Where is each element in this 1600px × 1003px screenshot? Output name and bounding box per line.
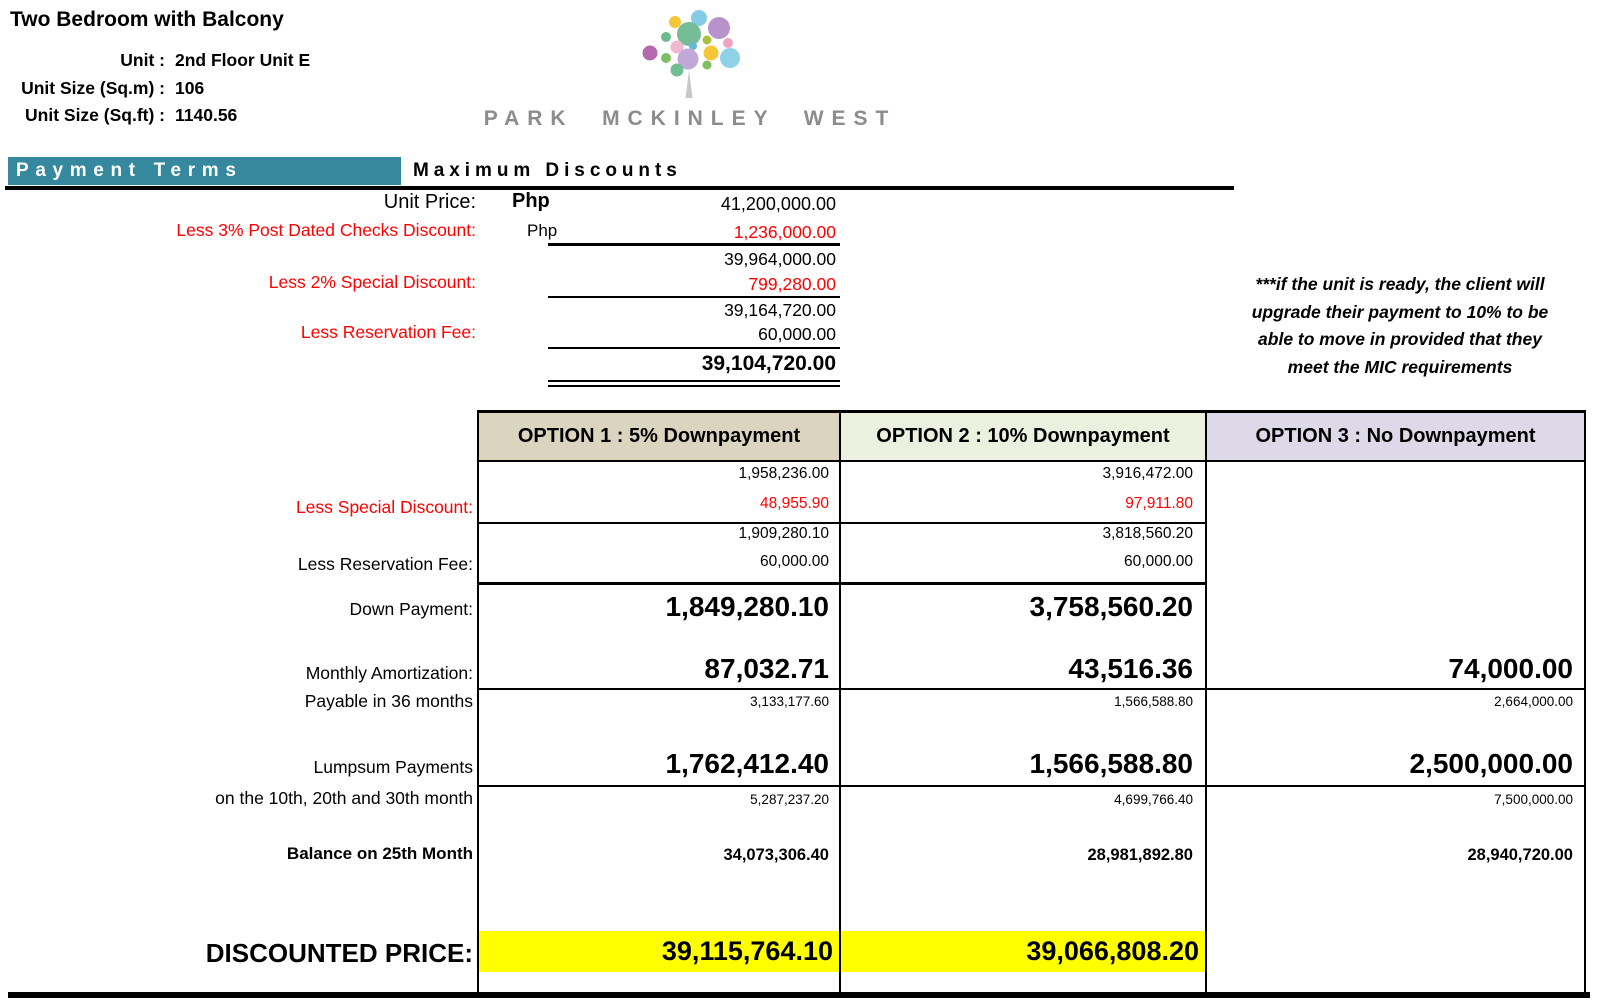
reservation-fee-value: 60,000.00 <box>758 324 836 344</box>
option1-reservation: 60,000.00 <box>760 553 829 570</box>
table-border-horizontal <box>477 582 1207 585</box>
option2-down-payment: 3,758,560.20 <box>1029 591 1194 622</box>
option1-lumpsum: 1,762,412.40 <box>665 748 830 779</box>
unit-size-sqft-value: 1140.56 <box>175 105 238 125</box>
lumpsum-row-label: Lumpsum Payments <box>313 757 473 777</box>
option2-lumpsum: 1,566,588.80 <box>1029 748 1194 779</box>
logo: PARK MCKINLEY WEST <box>450 10 930 131</box>
after-special-value: 39,164,720.00 <box>724 300 836 320</box>
note-line: upgrade their payment to 10% to be <box>1251 301 1549 322</box>
table-border-vertical <box>839 410 841 994</box>
option1-lumpsum-total: 5,287,237.20 <box>750 792 829 807</box>
reservation-fee-label: Less Reservation Fee: <box>300 322 476 342</box>
down-payment-row-label: Down Payment: <box>349 599 473 619</box>
logo-text: PARK MCKINLEY WEST <box>483 107 897 130</box>
after-pdc-value: 39,964,000.00 <box>724 249 836 269</box>
option3-payable-total: 2,664,000.00 <box>1494 694 1573 709</box>
currency-php-bold: Php <box>512 190 550 212</box>
option1-monthly: 87,032.71 <box>704 653 829 684</box>
special-discount-label: Less 2% Special Discount: <box>268 272 476 292</box>
unit-label: Unit : <box>120 50 165 70</box>
table-border-vertical <box>1584 410 1586 994</box>
table-border-horizontal <box>477 785 1586 787</box>
reservation-fee-row-label: Less Reservation Fee: <box>297 554 473 574</box>
subtotal-rule <box>548 296 840 298</box>
lumpsum-months-row-label: on the 10th, 20th and 30th month <box>215 788 473 808</box>
option1-header: OPTION 1 : 5% Downpayment <box>479 413 839 460</box>
subtotal-rule <box>548 347 840 349</box>
option1-discounted-price: 39,115,764.10 <box>479 931 839 972</box>
unit-size-sqm-value: 106 <box>175 78 205 98</box>
option1-down-payment: 1,849,280.10 <box>665 591 830 622</box>
payment-terms-bar: Payment Terms <box>8 157 401 185</box>
option2-discounted-price: 39,066,808.20 <box>841 931 1205 972</box>
balance-row-label: Balance on 25th Month <box>286 844 473 863</box>
unit-price-label: Unit Price: <box>383 191 476 213</box>
option2-balance: 28,981,892.80 <box>1087 846 1193 864</box>
option1-payable-total: 3,133,177.60 <box>750 694 829 709</box>
logo-tree-icon <box>642 10 740 98</box>
monthly-amortization-row-label: Monthly Amortization: <box>305 663 473 683</box>
header-divider <box>5 186 1234 190</box>
special-discount-value: 799,280.00 <box>748 274 836 294</box>
option1-special-discount: 48,955.90 <box>760 495 829 512</box>
table-border-horizontal <box>477 460 1586 462</box>
option3-lumpsum: 2,500,000.00 <box>1409 748 1574 779</box>
unit-price-value: 41,200,000.00 <box>720 194 836 214</box>
sheet-bottom-rule <box>8 992 1590 998</box>
note-line: able to move in provided that they <box>1258 329 1542 349</box>
unit-size-sqft-label: Unit Size (Sq.ft) : <box>25 105 165 125</box>
option3-balance: 28,940,720.00 <box>1467 846 1573 864</box>
page-title: Two Bedroom with Balcony <box>10 8 284 31</box>
currency-php-plain: Php <box>527 221 558 240</box>
pdc-discount-label: Less 3% Post Dated Checks Discount: <box>176 220 476 240</box>
discounted-price-row-label: DISCOUNTED PRICE: <box>205 938 473 968</box>
total-double-rule-bottom <box>548 385 840 387</box>
pdc-discount-value: 1,236,000.00 <box>733 222 836 242</box>
option2-dp-net: 3,818,560.20 <box>1102 525 1193 542</box>
table-border-vertical <box>1205 410 1207 994</box>
option1-balance: 34,073,306.40 <box>723 846 829 864</box>
option2-dp-gross: 3,916,472.00 <box>1102 465 1193 482</box>
note: ***if the unit is ready, the client will… <box>1218 271 1582 381</box>
unit-value: 2nd Floor Unit E <box>175 50 311 70</box>
maximum-discounts-label: Maximum Discounts <box>413 160 682 181</box>
table-border-vertical <box>477 410 479 994</box>
net-price-value: 39,104,720.00 <box>701 352 836 375</box>
total-double-rule-top <box>548 380 840 382</box>
option3-lumpsum-total: 7,500,000.00 <box>1494 792 1573 807</box>
payment-terms-label: Payment Terms <box>16 160 243 181</box>
table-border-horizontal <box>477 688 1586 690</box>
unit-size-sqm-label: Unit Size (Sq.m) : <box>21 78 165 98</box>
payable-row-label: Payable in 36 months <box>304 691 473 711</box>
note-line: ***if the unit is ready, the client will <box>1255 274 1545 294</box>
option2-header: OPTION 2 : 10% Downpayment <box>841 413 1205 460</box>
option2-lumpsum-total: 4,699,766.40 <box>1114 792 1193 807</box>
table-border-horizontal <box>477 410 1586 413</box>
subtotal-rule <box>548 243 840 246</box>
option1-dp-gross: 1,958,236.00 <box>738 465 829 482</box>
option2-reservation: 60,000.00 <box>1124 553 1193 570</box>
option3-header: OPTION 3 : No Downpayment <box>1207 413 1584 460</box>
option1-dp-net: 1,909,280.10 <box>738 525 829 542</box>
option2-payable-total: 1,566,588.80 <box>1114 694 1193 709</box>
table-border-horizontal <box>477 522 1207 524</box>
option2-special-discount: 97,911.80 <box>1125 495 1193 512</box>
note-line: meet the MIC requirements <box>1287 356 1513 377</box>
option2-monthly: 43,516.36 <box>1068 653 1193 684</box>
special-discount-row-label: Less Special Discount: <box>295 497 473 517</box>
option3-monthly: 74,000.00 <box>1448 653 1573 684</box>
